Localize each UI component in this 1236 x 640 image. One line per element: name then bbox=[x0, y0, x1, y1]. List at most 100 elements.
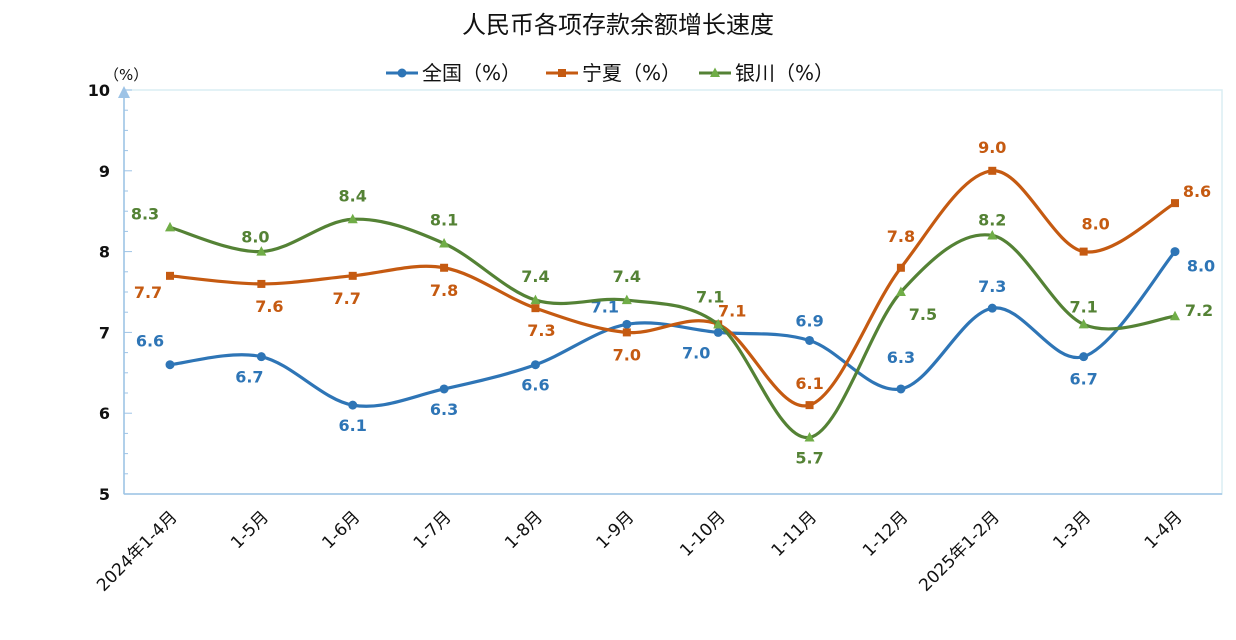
data-point-marker bbox=[622, 328, 631, 337]
x-tick-label: 1-9月 bbox=[593, 507, 639, 553]
data-label: 8.0 bbox=[1187, 257, 1215, 276]
data-label: 7.1 bbox=[1069, 297, 1097, 316]
data-point-marker bbox=[987, 229, 998, 240]
data-point-marker bbox=[896, 384, 906, 394]
data-point-marker bbox=[621, 294, 632, 305]
data-point-marker bbox=[439, 238, 450, 248]
legend-label: 全国（%） bbox=[422, 61, 521, 85]
data-label: 7.2 bbox=[1185, 301, 1213, 320]
data-label: 7.3 bbox=[527, 321, 555, 340]
y-tick-label: 8 bbox=[99, 243, 110, 262]
series-line bbox=[168, 250, 1177, 408]
legend-marker bbox=[558, 69, 566, 77]
data-point-marker bbox=[1079, 247, 1088, 256]
data-point-marker bbox=[988, 166, 997, 175]
data-point-marker bbox=[257, 279, 266, 288]
chart-title: 人民币各项存款余额增长速度 bbox=[462, 11, 774, 39]
y-unit-label: （%） bbox=[104, 66, 148, 84]
series-line bbox=[168, 217, 1177, 440]
data-point-marker bbox=[165, 360, 175, 370]
data-point-marker bbox=[530, 294, 541, 305]
plot-border bbox=[123, 89, 1223, 495]
data-label: 7.7 bbox=[333, 289, 361, 308]
data-point-marker bbox=[256, 352, 266, 362]
y-tick-label: 9 bbox=[99, 162, 110, 181]
data-point-marker bbox=[348, 271, 357, 280]
x-axis: 2024年1-4月 1-5月 1-6月 1-7月 1-8月 1-9月 1-10月 1-11月 1… bbox=[93, 493, 1222, 596]
data-label: 6.9 bbox=[795, 311, 823, 330]
data-point-marker bbox=[896, 263, 905, 272]
data-label: 7.8 bbox=[430, 281, 458, 300]
data-label: 8.0 bbox=[1081, 215, 1109, 234]
data-point-marker bbox=[348, 400, 358, 410]
data-label: 7.0 bbox=[613, 345, 641, 364]
data-point-marker bbox=[895, 286, 906, 296]
series-layer: 6.6 6.7 6.1 6.3 6.6 7.1 7.0 6.9 6.3 7.3 6.7 8.0 7.7 7… bbox=[131, 138, 1215, 468]
legend-item-1: 全国（%） bbox=[386, 61, 521, 85]
data-point-marker bbox=[256, 246, 267, 256]
data-label: 6.7 bbox=[235, 368, 263, 387]
y-tick-label: 10 bbox=[88, 81, 110, 100]
data-label: 6.6 bbox=[521, 376, 549, 395]
x-tick-label: 1-12月 bbox=[859, 507, 912, 560]
data-point-marker bbox=[713, 318, 724, 329]
data-point-marker bbox=[713, 327, 723, 337]
y-axis-arrow bbox=[118, 86, 130, 98]
data-label: 8.6 bbox=[1183, 182, 1211, 201]
data-label: 8.0 bbox=[241, 228, 269, 247]
data-label: 7.3 bbox=[978, 277, 1006, 296]
data-label: 7.1 bbox=[591, 297, 619, 316]
y-tick-label: 6 bbox=[99, 404, 110, 423]
data-label: 6.3 bbox=[430, 400, 458, 419]
data-point-marker bbox=[622, 319, 632, 329]
data-point-marker bbox=[530, 360, 540, 370]
data-point-marker bbox=[165, 221, 175, 232]
data-label: 7.4 bbox=[521, 267, 549, 286]
data-point-marker bbox=[166, 271, 174, 280]
legend-label: 银川（%） bbox=[735, 61, 834, 85]
x-tick-label: 2025年1-2月 bbox=[915, 507, 1003, 595]
y-tick-label: 5 bbox=[99, 485, 110, 504]
x-tick-label: 1-8月 bbox=[501, 507, 547, 553]
data-label: 7.1 bbox=[696, 287, 724, 306]
x-tick-label: 1-7月 bbox=[410, 507, 456, 553]
data-point-marker bbox=[805, 401, 814, 410]
data-label: 5.7 bbox=[795, 448, 823, 467]
data-label: 8.4 bbox=[339, 186, 367, 205]
data-point-marker bbox=[531, 304, 540, 313]
y-axis: 5 6 7 8 9 10 bbox=[88, 81, 132, 504]
legend-item-3: 银川（%） bbox=[699, 61, 834, 85]
x-tick-label: 1-3月 bbox=[1049, 507, 1095, 553]
data-label: 8.1 bbox=[430, 211, 458, 230]
data-point-marker bbox=[804, 431, 815, 442]
legend-label: 宁夏（%） bbox=[582, 61, 681, 85]
data-label: 6.6 bbox=[136, 332, 164, 351]
data-label: 8.3 bbox=[131, 204, 159, 223]
data-label: 7.8 bbox=[887, 227, 915, 246]
data-label: 7.4 bbox=[613, 267, 641, 286]
data-label: 6.1 bbox=[339, 416, 367, 435]
data-label: 6.3 bbox=[887, 348, 915, 367]
data-point-marker bbox=[1170, 310, 1180, 321]
data-label: 9.0 bbox=[978, 138, 1006, 157]
plot-area bbox=[123, 89, 1223, 495]
legend-marker bbox=[397, 68, 407, 78]
data-point-marker bbox=[1078, 318, 1089, 329]
data-point-marker bbox=[987, 303, 997, 313]
data-point-marker bbox=[439, 384, 449, 394]
y-tick-label: 7 bbox=[99, 323, 110, 342]
x-tick-label: 1-6月 bbox=[318, 507, 364, 553]
legend-marker bbox=[710, 67, 720, 77]
data-label: 7.7 bbox=[134, 283, 162, 302]
data-label: 7.1 bbox=[718, 301, 746, 320]
data-label: 7.5 bbox=[909, 305, 937, 324]
data-point-marker bbox=[440, 263, 449, 272]
x-tick-label: 1-5月 bbox=[227, 507, 273, 553]
x-tick-label: 1-10月 bbox=[676, 507, 729, 560]
data-point-marker bbox=[1170, 247, 1180, 257]
data-label: 7.0 bbox=[682, 343, 710, 362]
data-label: 6.7 bbox=[1069, 370, 1097, 389]
x-tick-label: 2024年1-4月 bbox=[93, 507, 181, 595]
data-label: 6.1 bbox=[795, 374, 823, 393]
